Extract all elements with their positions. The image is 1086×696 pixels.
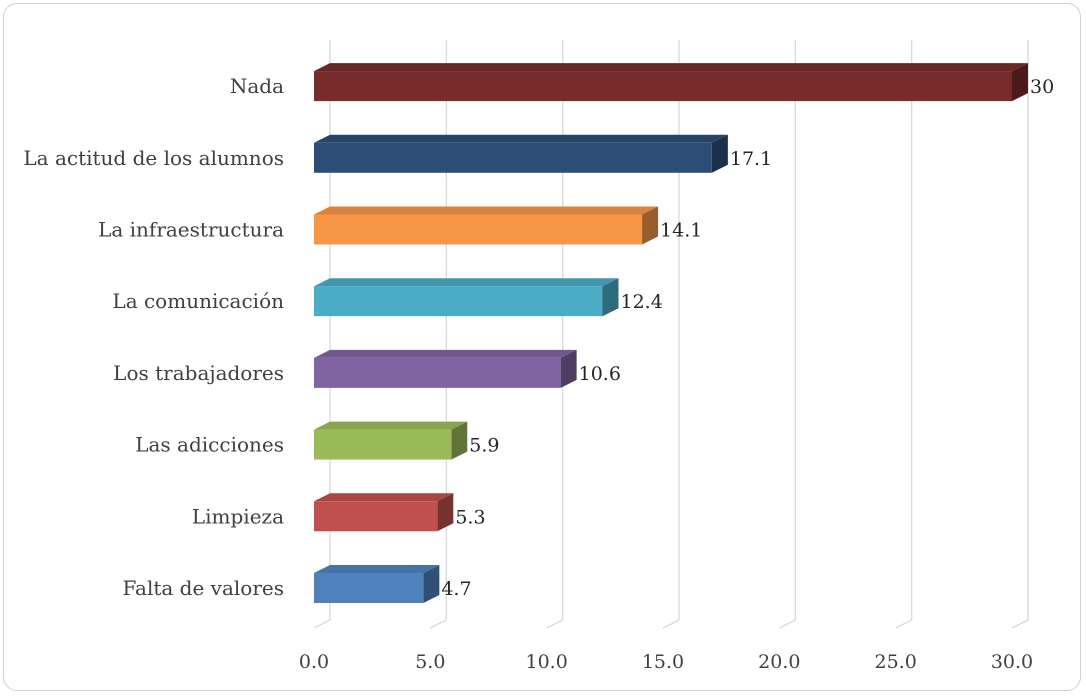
category-label: Falta de valores <box>123 576 284 600</box>
data-label: 4.7 <box>441 578 471 600</box>
bar-side-face <box>451 421 468 460</box>
bar <box>314 142 712 173</box>
gridline-floor <box>313 619 331 629</box>
bar-side-face <box>560 349 577 388</box>
x-tick-label: 30.0 <box>991 651 1033 673</box>
bar-side-face <box>437 493 454 532</box>
data-label: 12.4 <box>621 291 663 313</box>
bar-side-face <box>602 278 619 317</box>
category-label: Las adicciones <box>135 433 284 457</box>
category-label: La actitud de los alumnos <box>23 146 284 170</box>
category-label: La comunicación <box>112 289 284 313</box>
bar-side-face <box>711 134 728 173</box>
bar-side-face <box>423 565 440 603</box>
bar <box>314 214 643 245</box>
category-label: La infraestructura <box>98 218 284 242</box>
bar-top-face <box>314 206 659 215</box>
data-label: 17.1 <box>730 148 772 170</box>
gridline-floor <box>779 619 796 629</box>
gridline-floor <box>662 619 680 629</box>
x-tick-label: 0.0 <box>299 651 329 673</box>
bar <box>314 357 561 388</box>
x-tick-label: 25.0 <box>875 651 917 673</box>
bar <box>314 501 438 532</box>
bar-top-face <box>314 349 577 358</box>
bar-top-face <box>314 421 468 430</box>
data-label: 14.1 <box>660 220 702 242</box>
bar <box>314 286 603 317</box>
bar <box>314 71 1012 102</box>
bar-top-face <box>314 134 728 143</box>
x-tick-label: 20.0 <box>758 651 800 673</box>
data-label: 5.9 <box>469 435 499 457</box>
x-tick-label: 5.0 <box>415 651 445 673</box>
bar <box>314 573 424 603</box>
bar-side-face <box>1012 63 1028 102</box>
data-label: 5.3 <box>455 506 485 528</box>
x-tick-label: 10.0 <box>526 651 568 673</box>
gridline-floor <box>546 619 563 629</box>
data-label: 10.6 <box>579 363 621 385</box>
category-label: Los trabajadores <box>113 361 284 385</box>
bar-top-face <box>314 493 454 502</box>
bar-top-face <box>314 63 1028 72</box>
bar-top-face <box>314 565 440 573</box>
bar <box>314 429 452 460</box>
bar-side-face <box>642 206 659 245</box>
category-label: Limpieza <box>192 504 284 528</box>
category-label: Nada <box>230 74 284 98</box>
chart-area <box>3 3 1081 691</box>
x-tick-label: 15.0 <box>642 651 684 673</box>
gridline-floor <box>895 619 912 629</box>
gridline-floor <box>430 619 447 629</box>
bar-top-face <box>314 278 619 287</box>
gridline-floor <box>1011 619 1029 629</box>
data-label: 30 <box>1030 76 1054 98</box>
